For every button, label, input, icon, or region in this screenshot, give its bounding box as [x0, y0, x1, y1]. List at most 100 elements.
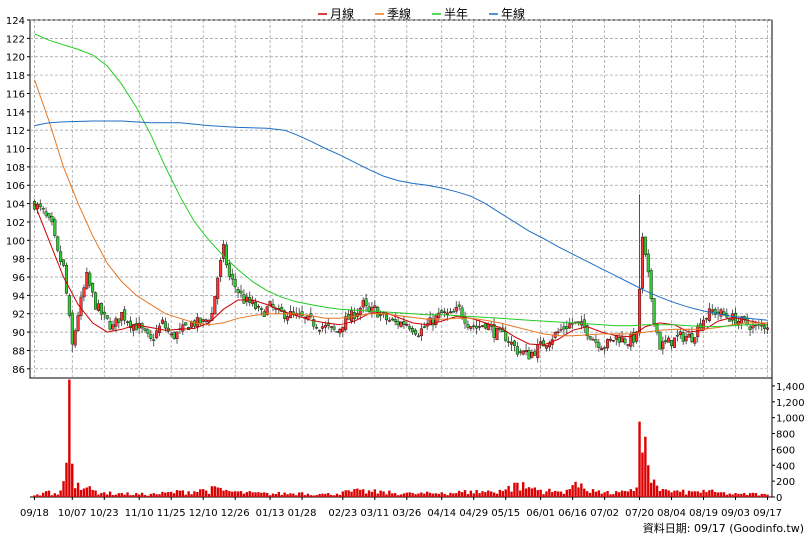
volume-bar [146, 495, 150, 497]
volume-bar [353, 489, 356, 497]
candle-up [687, 333, 691, 338]
volume-bar [292, 493, 295, 497]
candle-down [681, 332, 685, 342]
volume-bar [763, 493, 766, 497]
ma-line-2 [34, 33, 768, 328]
volume-bar [711, 489, 714, 497]
volume-bar [347, 490, 350, 497]
candle-down [763, 325, 767, 329]
volume-bar [661, 489, 665, 497]
volume-bar [417, 493, 420, 497]
volume-bar [152, 493, 155, 497]
candle-down [675, 335, 679, 337]
ytick-label: 120 [6, 53, 25, 64]
volume-bar [414, 494, 417, 497]
volume-bar [681, 489, 685, 497]
volume-bar [94, 490, 97, 497]
candle-down [646, 253, 650, 273]
candle-up [635, 331, 639, 342]
candle-down [475, 325, 479, 329]
ytick-label: 106 [6, 181, 25, 192]
candle-down [728, 318, 732, 322]
candle-down [603, 347, 607, 349]
volume-bar [452, 493, 455, 497]
volume-bar [649, 482, 653, 497]
volume-bar [100, 492, 103, 497]
candle-up [559, 329, 563, 331]
candle-up [355, 313, 359, 318]
volume-bar [478, 493, 481, 497]
volume-bar [524, 488, 528, 497]
volume-bar [583, 488, 586, 497]
volume-bar [492, 492, 496, 497]
candle-up [620, 336, 624, 343]
candle-down [658, 331, 662, 350]
volume-bar [114, 494, 118, 497]
candle-down [411, 328, 415, 333]
candle-down [62, 259, 66, 266]
volume-bar [204, 490, 208, 497]
volume-bar [551, 492, 554, 497]
candle-up [434, 315, 438, 325]
candle-up [329, 326, 333, 328]
xtick-label: 09/18 [20, 508, 49, 519]
candle-up [672, 337, 676, 348]
volume-bar [315, 495, 318, 497]
candle-down [414, 329, 418, 335]
candle-down [254, 301, 258, 309]
volume-bar [577, 487, 580, 497]
volume-bar [635, 487, 638, 497]
volume-bar [199, 489, 202, 497]
candle-down [585, 325, 589, 337]
volume-bar [594, 491, 598, 497]
volume-bar [446, 495, 449, 497]
volume-bar [527, 487, 531, 497]
candle-up [85, 271, 89, 289]
volume-bar [562, 493, 566, 497]
volume-bar [679, 491, 682, 497]
candle-down [352, 312, 356, 320]
volume-bar [725, 494, 729, 497]
candle-up [175, 331, 179, 340]
candle-up [469, 326, 473, 329]
volume-bar [379, 490, 382, 497]
volume-bar [277, 491, 281, 497]
volume-bar [539, 489, 542, 497]
candle-down [367, 306, 371, 312]
volume-bar [190, 494, 193, 497]
volume-bar [297, 492, 301, 497]
volume-bar [300, 492, 304, 497]
candle-up [350, 310, 354, 322]
volume-bar [123, 494, 126, 497]
candle-down [542, 340, 546, 347]
volume-bar [632, 491, 635, 497]
ytick-label: 116 [6, 89, 25, 100]
candle-up [510, 341, 514, 345]
volume-bar [164, 492, 167, 497]
volume-bar [766, 494, 769, 497]
volume-bar [719, 492, 723, 497]
volume-bar [626, 491, 630, 497]
candle-down [396, 320, 400, 326]
volume-bar [373, 489, 377, 497]
volume-bar [647, 465, 650, 497]
volume-bar [36, 494, 39, 497]
ytick-label: 92 [12, 310, 25, 321]
volume-bar [731, 494, 734, 497]
volume-bar [481, 491, 484, 497]
candle-down [466, 324, 470, 328]
volume-bar [690, 491, 694, 497]
volume-bar [565, 489, 569, 497]
volume-bar [487, 490, 490, 497]
volume-bar [91, 489, 94, 497]
ma-line-0 [34, 203, 768, 346]
volume-bar [428, 492, 432, 497]
volume-bar [722, 492, 726, 497]
candle-up [160, 319, 164, 324]
volume-bar [318, 493, 321, 497]
volume-bar [760, 493, 763, 497]
volume-bar [309, 495, 313, 497]
volume-bar [321, 493, 324, 497]
volume-bar [676, 490, 679, 497]
volume-bar [530, 488, 534, 497]
